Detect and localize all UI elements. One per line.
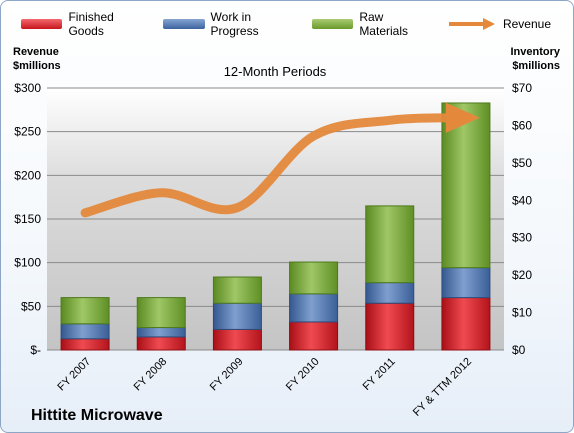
x-tick-label: FY 2009: [208, 356, 246, 394]
right-axis-title: Inventory $millions: [510, 45, 560, 73]
left-tick-label: $100: [14, 256, 41, 270]
right-axis-ticks: $0 $10 $20 $30 $40 $50 $60 $70: [512, 81, 532, 357]
right-tick-label: $20: [512, 268, 532, 282]
right-tick-label: $60: [512, 118, 532, 132]
bar-finished-goods: [60, 338, 110, 351]
bar-raw-materials: [365, 205, 415, 284]
right-tick-label: $50: [512, 156, 532, 170]
legend: Finished Goods Work in Progress Raw Mate…: [21, 10, 573, 38]
bar-work-in-progress: [212, 302, 262, 330]
right-tick-label: $70: [512, 81, 532, 95]
right-axis-title-line2: $millions: [512, 60, 560, 72]
bar-work-in-progress: [136, 327, 186, 338]
bar-finished-goods: [365, 302, 415, 351]
left-tick-label: $200: [14, 168, 41, 182]
left-tick-label: $50: [21, 299, 41, 313]
bar-work-in-progress: [365, 282, 415, 304]
bar-raw-materials: [136, 297, 186, 329]
legend-label-revenue: Revenue: [502, 17, 551, 31]
legend-label-work-in-progress: Work in Progress: [210, 10, 259, 38]
right-axis-title-line1: Inventory: [510, 46, 560, 58]
bar-finished-goods: [289, 321, 339, 351]
bar-work-in-progress: [441, 267, 491, 299]
bar-raw-materials: [289, 261, 339, 295]
legend-item-finished-goods: Finished Goods: [21, 10, 141, 38]
left-tick-label: $-: [30, 343, 41, 357]
legend-swatch-raw-materials: [311, 19, 354, 29]
legend-item-revenue: Revenue: [447, 17, 551, 31]
legend-swatch-finished-goods: [21, 19, 63, 29]
bar-raw-materials: [212, 276, 262, 304]
bar-finished-goods: [212, 328, 262, 351]
left-tick-label: $150: [14, 212, 41, 226]
bar-finished-goods: [136, 336, 186, 351]
legend-item-work-in-progress: Work in Progress: [163, 10, 290, 38]
right-tick-label: $10: [512, 306, 532, 320]
bar-work-in-progress: [60, 323, 110, 340]
revenue-arrowhead: [445, 102, 480, 133]
legend-swatch-work-in-progress: [163, 19, 205, 29]
x-tick-label: FY 2008: [132, 356, 170, 394]
left-tick-label: $250: [14, 125, 41, 139]
legend-label-raw-materials: Raw Materials: [359, 10, 408, 38]
legend-label-finished-goods: Finished Goods: [68, 10, 114, 38]
company-label: Hittite Microwave: [31, 407, 163, 424]
right-tick-label: $30: [512, 231, 532, 245]
x-tick-label: FY 2011: [361, 356, 398, 393]
x-tick-label: FY & TTM 2012: [411, 356, 474, 419]
left-axis-ticks: $- $50 $100 $150 $200 $250 $300: [14, 81, 41, 357]
x-tick-label: FY 2007: [55, 356, 93, 394]
right-tick-label: $0: [512, 343, 526, 357]
left-axis-title-line1: Revenue: [13, 46, 59, 58]
legend-item-raw-materials: Raw Materials: [311, 10, 425, 38]
revenue-line: [80, 102, 480, 218]
bar-finished-goods: [441, 297, 491, 351]
legend-arrow-icon: [448, 18, 495, 30]
left-axis-title: Revenue $millions: [13, 45, 61, 73]
x-tick-label: FY 2010: [284, 356, 322, 394]
left-tick-label: $300: [14, 81, 41, 95]
bar-raw-materials: [60, 297, 110, 325]
bar-stacks: [60, 102, 491, 351]
bar-work-in-progress: [289, 293, 339, 323]
right-tick-label: $40: [512, 193, 532, 207]
chart-title: 12-Month Periods: [224, 64, 327, 79]
left-axis-title-line2: $millions: [13, 60, 61, 72]
